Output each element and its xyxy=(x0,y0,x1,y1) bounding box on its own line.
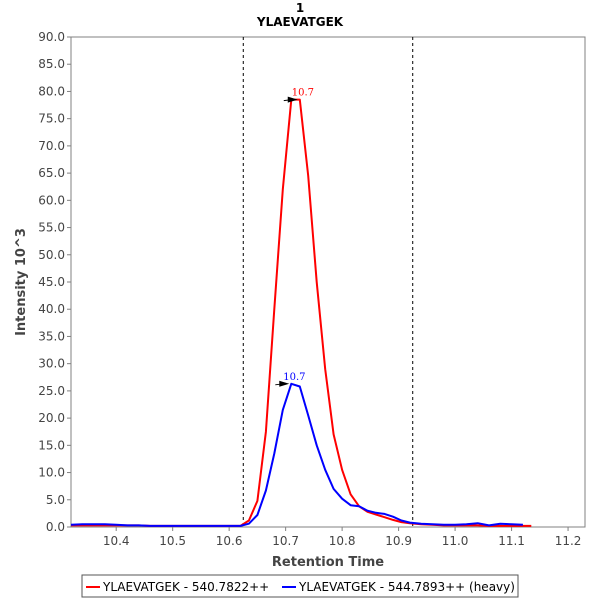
peak-annotations: 10.7 10.7 xyxy=(275,88,314,387)
y-tick-label: 80.0 xyxy=(38,84,65,98)
y-tick-label: 45.0 xyxy=(38,275,65,289)
y-tick-label: 60.0 xyxy=(38,193,65,207)
x-tick-label: 11.1 xyxy=(498,534,525,548)
peak-label: 10.7 xyxy=(292,88,314,99)
x-tick-label: 11.0 xyxy=(442,534,469,548)
x-tick-label: 10.6 xyxy=(216,534,243,548)
peak-arrow-head xyxy=(287,96,298,103)
peak-label: 10.7 xyxy=(283,372,305,383)
x-tick-label: 10.8 xyxy=(329,534,356,548)
y-axis: 0.0 5.0 10.0 15.0 20.0 25.0 30.0 35.0 40.0 45.0 50… xyxy=(38,30,71,534)
y-tick-label: 65.0 xyxy=(38,166,65,180)
y-tick-label: 35.0 xyxy=(38,329,65,343)
legend: YLAEVATGEK - 540.7822++ YLAEVATGEK - 544… xyxy=(81,574,519,598)
peak-arrow-head xyxy=(279,380,290,387)
y-tick-label: 5.0 xyxy=(46,493,65,507)
legend-box xyxy=(81,574,519,598)
integration-boundaries xyxy=(242,37,414,527)
x-tick-label: 10.4 xyxy=(103,534,130,548)
x-tick-label: 11.2 xyxy=(555,534,582,548)
x-tick-label: 10.9 xyxy=(385,534,412,548)
y-tick-label: 85.0 xyxy=(38,57,65,71)
legend-label-heavy: YLAEVATGEK - 544.7893++ (heavy) xyxy=(298,580,515,594)
series-line-heavy xyxy=(70,382,523,527)
x-tick-label: 10.5 xyxy=(159,534,186,548)
y-axis-title: Intensity 10^3 xyxy=(14,228,29,336)
y-tick-label: 90.0 xyxy=(38,30,65,44)
y-tick-label: 15.0 xyxy=(38,438,65,452)
x-axis-title: Retention Time xyxy=(272,555,384,570)
x-axis: 10.4 10.5 10.6 10.7 10.8 10.9 11.0 11.1 11.2 xyxy=(103,527,582,548)
y-tick-label: 10.0 xyxy=(38,466,65,480)
x-tick-label: 10.7 xyxy=(272,534,299,548)
y-tick-label: 20.0 xyxy=(38,411,65,425)
y-tick-label: 30.0 xyxy=(38,357,65,371)
y-tick-label: 0.0 xyxy=(46,520,65,534)
chart-subtitle: YLAEVATGEK xyxy=(256,15,344,29)
y-tick-label: 25.0 xyxy=(38,384,65,398)
y-tick-label: 70.0 xyxy=(38,139,65,153)
plot-area xyxy=(70,36,586,528)
chart-title: 1 xyxy=(296,1,304,15)
y-tick-label: 75.0 xyxy=(38,112,65,126)
legend-label-light: YLAEVATGEK - 540.7822++ xyxy=(102,580,269,594)
y-tick-label: 50.0 xyxy=(38,248,65,262)
y-tick-label: 55.0 xyxy=(38,221,65,235)
y-tick-label: 40.0 xyxy=(38,302,65,316)
series-layer xyxy=(70,98,532,527)
